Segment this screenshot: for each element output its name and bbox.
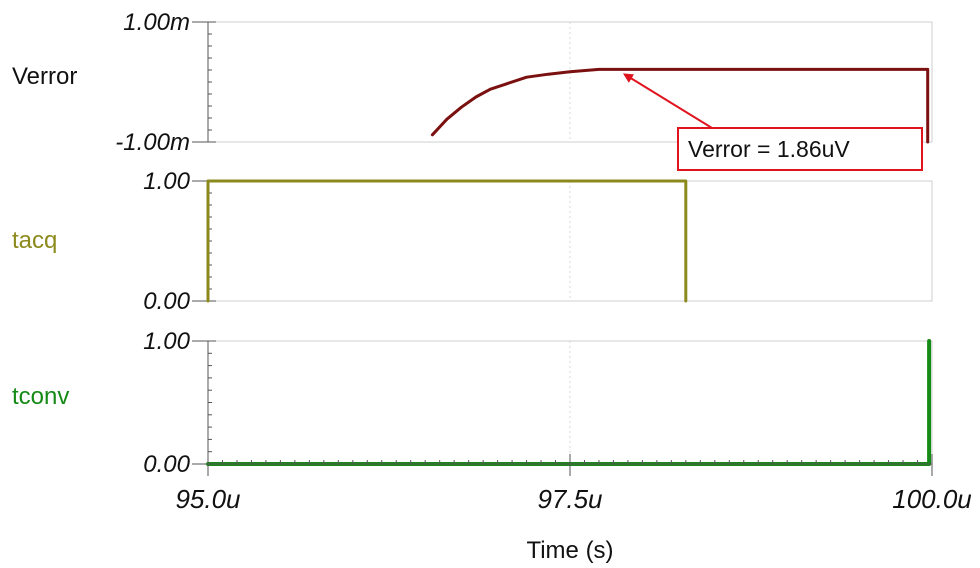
panel-Verror: 1.00m -1.00m Verror Verror = 1.86uV xyxy=(12,9,933,171)
annotation-text: Verror = 1.86uV xyxy=(688,136,850,162)
trace-tconv xyxy=(206,339,932,466)
trace-tacq xyxy=(206,179,688,303)
trace-name-Verror: Verror xyxy=(12,63,77,90)
trace-name-tconv: tconv xyxy=(12,383,69,410)
trace-name-tacq: tacq xyxy=(12,227,57,254)
y-tick-label: 0.00 xyxy=(143,288,190,315)
y-tick-label: 0.00 xyxy=(143,451,190,478)
y-tick-label: -1.00m xyxy=(115,129,190,156)
panel-tconv: 1.00 0.00 tconv xyxy=(12,328,933,478)
annotation-arrow xyxy=(622,73,713,129)
x-tick-label: 95.0u xyxy=(175,484,240,514)
trace-Verror xyxy=(430,67,930,144)
x-tick-label: 100.0u xyxy=(892,484,972,514)
y-tick-label: 1.00 xyxy=(143,328,190,355)
annotation-box xyxy=(677,127,923,171)
y-tick-label: 1.00 xyxy=(143,168,190,195)
x-axis-label: Time (s) xyxy=(526,537,613,564)
y-tick-label: 1.00m xyxy=(123,9,190,36)
panel-tacq: 1.00 0.00 tacq xyxy=(12,168,933,315)
x-tick-label: 97.5u xyxy=(537,484,602,514)
